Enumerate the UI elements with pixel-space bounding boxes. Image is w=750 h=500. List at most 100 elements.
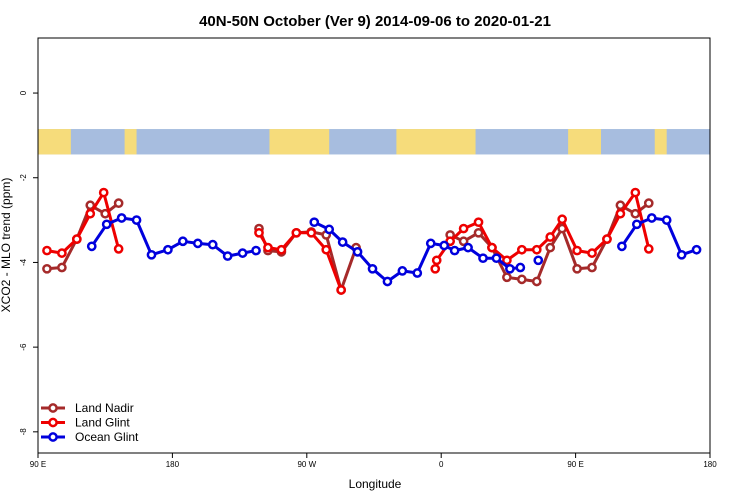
data-point (352, 247, 363, 257)
data-point (254, 227, 264, 238)
data-point (222, 251, 233, 261)
map-land (654, 129, 667, 155)
data-point (425, 238, 436, 249)
data-point (86, 241, 97, 252)
data-point (533, 255, 544, 266)
data-point (617, 241, 627, 252)
data-point (324, 224, 335, 235)
data-point (487, 242, 497, 253)
data-point (192, 238, 203, 249)
data-point (515, 262, 526, 273)
data-point (309, 217, 320, 228)
y-tick-label: -4 (19, 258, 28, 266)
data-point (412, 268, 423, 278)
data-point (615, 208, 626, 219)
data-point (602, 234, 612, 244)
data-point (505, 263, 515, 274)
data-point (263, 242, 273, 253)
data-point (367, 263, 378, 274)
data-point (502, 272, 512, 283)
y-tick-label: 0 (19, 90, 28, 95)
data-point (557, 214, 568, 225)
plot-frame (37, 37, 711, 454)
map-band (38, 129, 710, 155)
data-point (643, 198, 654, 209)
legend-item: Ocean Glint (41, 430, 139, 444)
data-point (587, 248, 597, 258)
data-point (42, 263, 52, 274)
data-point (101, 219, 112, 230)
data-point (116, 213, 127, 223)
data-point (531, 276, 542, 287)
x-tick-label: 90 W (297, 460, 316, 469)
x-tick-label: 90 E (30, 460, 46, 469)
data-point (85, 200, 96, 211)
data-point (98, 187, 109, 198)
series-layer (42, 187, 702, 295)
y-axis: 0 -2 -4 -6 -8 (19, 90, 38, 435)
data-point (630, 187, 641, 198)
legend-marker (48, 432, 58, 442)
map-ocean (38, 129, 710, 155)
x-tick-label: 180 (703, 460, 717, 469)
y-tick-label: -6 (19, 343, 28, 351)
data-point (572, 245, 582, 256)
series-line (313, 220, 521, 283)
data-point (178, 236, 188, 247)
data-point (71, 234, 82, 244)
data-point (661, 215, 672, 225)
data-point (473, 227, 484, 238)
data-point (478, 253, 488, 264)
data-point (291, 227, 302, 238)
chart-title: 40N-50N October (Ver 9) 2014-09-06 to 20… (199, 13, 551, 30)
data-point (42, 245, 52, 256)
data-point (382, 276, 393, 287)
data-point (146, 249, 157, 260)
data-point (439, 240, 450, 251)
y-tick-label: -2 (19, 174, 28, 182)
data-point (531, 244, 542, 255)
data-point (631, 219, 642, 230)
data-point (545, 232, 556, 242)
data-point (57, 248, 67, 258)
data-point (449, 245, 460, 256)
map-land (124, 129, 137, 155)
map-land (38, 129, 71, 155)
x-tick-label: 90 E (567, 460, 583, 469)
data-point (113, 244, 124, 254)
data-point (57, 262, 67, 273)
map-land (269, 129, 330, 155)
data-point (676, 249, 687, 260)
legend-item: Land Glint (41, 416, 130, 430)
legend-item: Land Nadir (41, 401, 134, 415)
y-tick-label: -8 (19, 428, 28, 436)
series-land-glint (42, 187, 654, 295)
data-point (113, 198, 124, 209)
data-point (646, 213, 657, 223)
series-ocean-glint (86, 213, 702, 287)
x-tick-label: 0 (439, 460, 444, 469)
y-axis-label: XCO2 - MLO trend (ppm) (0, 178, 13, 313)
x-axis-label: Longitude (349, 477, 402, 491)
data-point (502, 255, 512, 266)
data-point (545, 242, 556, 253)
x-tick-label: 180 (166, 460, 180, 469)
legend-marker (48, 417, 58, 428)
data-point (572, 263, 582, 274)
data-point (463, 242, 473, 253)
data-point (473, 217, 484, 228)
data-point (458, 223, 469, 234)
data-point (337, 237, 348, 247)
legend-label: Land Nadir (75, 401, 134, 415)
data-point (306, 227, 317, 238)
data-point (207, 239, 218, 250)
data-point (321, 244, 332, 255)
data-point (643, 244, 654, 254)
legend-label: Land Glint (75, 416, 130, 430)
data-point (491, 253, 502, 264)
data-point (516, 244, 527, 255)
map-land (396, 129, 476, 155)
data-point (397, 266, 408, 276)
